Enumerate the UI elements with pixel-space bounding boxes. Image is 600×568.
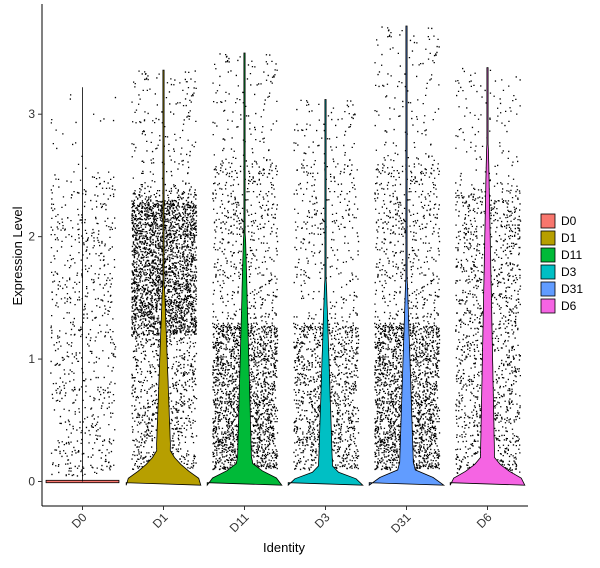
legend-label: D0 [561,214,577,228]
x-tick-label: D31 [388,510,414,536]
jitter-points-layer [50,26,522,477]
y-tick-label: 1 [28,352,35,366]
jitter-points [50,26,522,477]
x-tick-label: D6 [474,510,495,531]
x-axis-title: Identity [263,540,305,555]
violin-d1 [125,69,202,486]
legend-swatch [540,247,556,263]
legend-item-d3: D3 [540,264,577,280]
legend-item-d0: D0 [540,213,577,229]
violin-d6 [449,67,526,486]
x-tick-label: D11 [227,510,252,535]
legend-item-d31: D31 [540,281,583,297]
legend-swatch [540,213,556,229]
legend-item-d11: D11 [540,247,582,263]
legend-label: D3 [561,265,577,279]
legend-label: D31 [561,282,583,296]
violin-d31 [368,25,446,486]
x-tick-label: D0 [69,510,90,531]
violin-body [449,67,526,486]
violin-d11 [206,52,283,487]
legend-swatch [540,264,556,280]
legend-label: D6 [561,299,577,313]
legend: D0 D1 D11 D3 D31 D6 [540,213,583,314]
violin-d0 [45,87,120,484]
violin-body [125,69,202,486]
y-tick-label: 0 [28,475,35,489]
violin-body [368,25,446,486]
violin-body [287,99,364,487]
violin-d3 [287,99,364,487]
legend-item-d6: D6 [540,298,577,314]
x-tick-label: D1 [150,510,171,531]
y-tick-label: 2 [28,230,35,244]
legend-swatch [540,281,556,297]
y-axis-title: Expression Level [10,206,25,305]
legend-label: D1 [561,231,577,245]
legend-swatch [540,230,556,246]
legend-item-d1: D1 [540,230,577,246]
y-tick-label: 3 [28,107,35,121]
legend-swatch [540,298,556,314]
violin-body [206,52,283,487]
violins-layer [45,25,526,487]
x-tick-label: D3 [312,510,333,531]
legend-label: D11 [561,248,582,262]
